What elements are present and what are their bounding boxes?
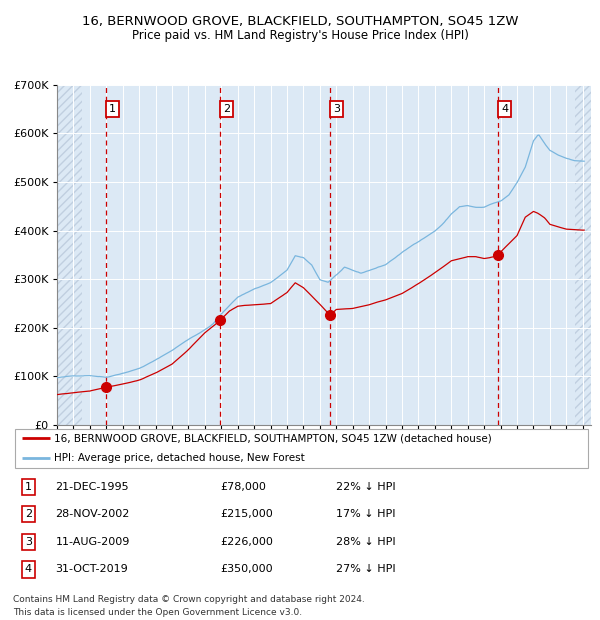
Text: 31-OCT-2019: 31-OCT-2019 xyxy=(55,564,128,574)
Text: 1: 1 xyxy=(109,104,116,114)
Text: 11-AUG-2009: 11-AUG-2009 xyxy=(55,537,130,547)
Text: 1: 1 xyxy=(25,482,32,492)
Text: Price paid vs. HM Land Registry's House Price Index (HPI): Price paid vs. HM Land Registry's House … xyxy=(131,29,469,42)
Text: £350,000: £350,000 xyxy=(220,564,273,574)
Text: HPI: Average price, detached house, New Forest: HPI: Average price, detached house, New … xyxy=(53,453,304,463)
Text: £226,000: £226,000 xyxy=(220,537,274,547)
Text: 21-DEC-1995: 21-DEC-1995 xyxy=(55,482,129,492)
Text: 28% ↓ HPI: 28% ↓ HPI xyxy=(336,537,396,547)
Text: 16, BERNWOOD GROVE, BLACKFIELD, SOUTHAMPTON, SO45 1ZW (detached house): 16, BERNWOOD GROVE, BLACKFIELD, SOUTHAMP… xyxy=(53,433,491,443)
Text: £78,000: £78,000 xyxy=(220,482,266,492)
Text: £215,000: £215,000 xyxy=(220,510,273,520)
Text: 4: 4 xyxy=(25,564,32,574)
Text: 22% ↓ HPI: 22% ↓ HPI xyxy=(336,482,396,492)
Text: 3: 3 xyxy=(25,537,32,547)
Text: 27% ↓ HPI: 27% ↓ HPI xyxy=(336,564,396,574)
Text: 2: 2 xyxy=(25,510,32,520)
Text: 17% ↓ HPI: 17% ↓ HPI xyxy=(336,510,396,520)
FancyBboxPatch shape xyxy=(15,429,588,467)
Text: 2: 2 xyxy=(223,104,230,114)
Text: 3: 3 xyxy=(333,104,340,114)
Text: Contains HM Land Registry data © Crown copyright and database right 2024.: Contains HM Land Registry data © Crown c… xyxy=(13,595,365,604)
Text: 16, BERNWOOD GROVE, BLACKFIELD, SOUTHAMPTON, SO45 1ZW: 16, BERNWOOD GROVE, BLACKFIELD, SOUTHAMP… xyxy=(82,16,518,29)
Text: This data is licensed under the Open Government Licence v3.0.: This data is licensed under the Open Gov… xyxy=(13,608,302,617)
Text: 28-NOV-2002: 28-NOV-2002 xyxy=(55,510,130,520)
Text: 4: 4 xyxy=(501,104,508,114)
